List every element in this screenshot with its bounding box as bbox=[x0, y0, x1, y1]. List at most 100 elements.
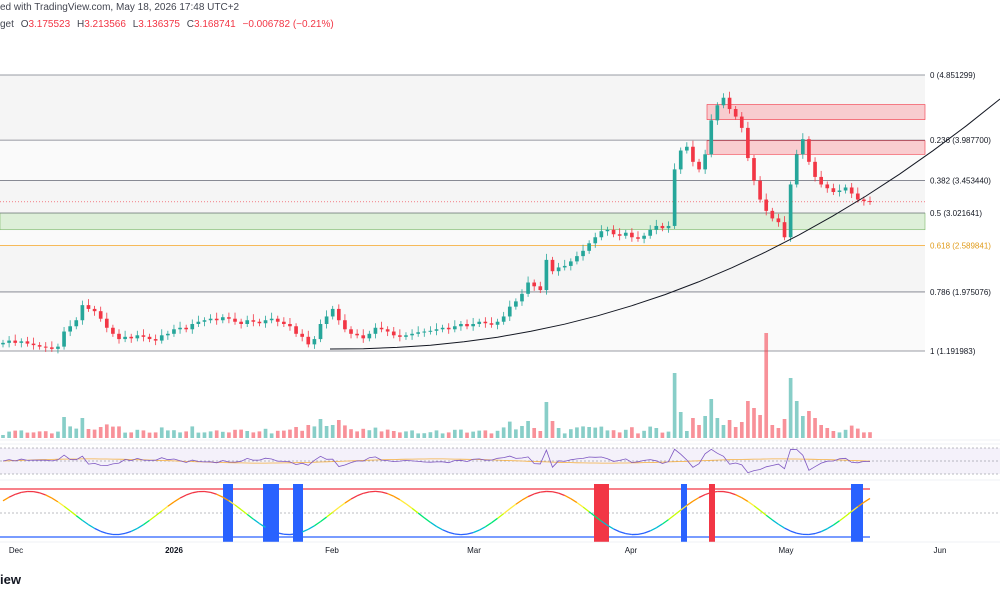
volume-bar bbox=[526, 421, 530, 438]
candle-body bbox=[623, 232, 628, 236]
osc-line-segment bbox=[851, 506, 859, 512]
volume-bar bbox=[62, 417, 66, 438]
volume-bar bbox=[446, 432, 451, 438]
volume-bar bbox=[715, 418, 720, 438]
volume-bar bbox=[7, 431, 11, 438]
osc-line-segment bbox=[832, 520, 840, 526]
osc-line-segment bbox=[430, 521, 437, 527]
volume-bar bbox=[581, 426, 585, 438]
candle-body bbox=[471, 323, 475, 327]
osc-line-segment bbox=[8, 493, 16, 498]
osc-line-segment bbox=[637, 532, 645, 535]
candle-body bbox=[300, 333, 305, 337]
osc-line-segment bbox=[210, 491, 217, 495]
volume-bar bbox=[208, 431, 213, 438]
osc-line-segment bbox=[503, 508, 511, 515]
volume-bar bbox=[727, 420, 732, 438]
osc-line-segment bbox=[692, 496, 700, 502]
supply-zone bbox=[706, 140, 926, 155]
candle-body bbox=[709, 120, 714, 155]
osc-line-segment bbox=[839, 515, 846, 522]
osc-line-segment bbox=[570, 498, 578, 504]
volume-bar bbox=[123, 432, 127, 438]
volume-bar bbox=[227, 432, 231, 438]
candle-body bbox=[13, 340, 18, 343]
osc-line-segment bbox=[808, 532, 816, 536]
candle-body bbox=[172, 329, 176, 334]
osc-line-segment bbox=[411, 507, 419, 514]
volume-bar bbox=[135, 429, 140, 438]
volume-bar bbox=[666, 431, 671, 438]
osc-line-segment bbox=[161, 505, 169, 512]
volume-bar bbox=[294, 427, 298, 438]
volume-bar bbox=[275, 430, 280, 438]
osc-line-segment bbox=[625, 533, 632, 536]
osc-line-segment bbox=[515, 499, 523, 505]
candle-body bbox=[739, 116, 744, 128]
osc-line-segment bbox=[448, 531, 455, 535]
candle-body bbox=[141, 335, 146, 337]
osc-line-segment bbox=[472, 529, 480, 534]
candle-body bbox=[336, 308, 341, 321]
volume-bar bbox=[336, 420, 341, 438]
volume-bar bbox=[355, 431, 359, 438]
chart-header: ed with TradingView.com, May 18, 2026 17… bbox=[0, 0, 1000, 34]
volume-bar bbox=[636, 433, 640, 438]
osc-line-segment bbox=[423, 517, 431, 523]
fib-band bbox=[0, 291, 925, 351]
volume-bar bbox=[605, 430, 610, 438]
volume-bar bbox=[721, 425, 726, 438]
fib-band bbox=[0, 245, 925, 292]
time-axis-label: Mar bbox=[467, 546, 481, 555]
osc-line-segment bbox=[576, 502, 584, 508]
candle-body bbox=[538, 286, 543, 291]
candle-body bbox=[98, 311, 103, 319]
osc-line-segment bbox=[863, 497, 871, 503]
osc-line-segment bbox=[228, 500, 236, 506]
fib-label-0.618: 0.618 (2.589841) bbox=[930, 242, 991, 251]
volume-bar bbox=[398, 432, 402, 438]
candle-body bbox=[868, 201, 872, 203]
candle-body bbox=[617, 234, 622, 236]
volume-bar bbox=[19, 430, 24, 438]
volume-bar bbox=[507, 421, 512, 438]
osc-line-segment bbox=[668, 514, 676, 521]
volume-bar bbox=[373, 427, 378, 438]
candle-body bbox=[532, 282, 537, 287]
candle-body bbox=[672, 169, 677, 226]
volume-bar bbox=[104, 424, 109, 438]
volume-bar bbox=[324, 426, 329, 438]
volume-bar bbox=[501, 427, 506, 438]
volume-bar bbox=[550, 421, 555, 438]
volume-bar bbox=[300, 430, 305, 438]
osc-line-segment bbox=[540, 490, 547, 493]
osc-line-segment bbox=[75, 515, 83, 521]
osc-line-segment bbox=[552, 491, 559, 494]
candle-body bbox=[501, 316, 506, 322]
candle-body bbox=[801, 139, 805, 155]
osc-line-segment bbox=[179, 494, 187, 499]
candle-body bbox=[520, 293, 524, 302]
osc-line-segment bbox=[350, 495, 358, 500]
candle-body bbox=[62, 331, 66, 347]
osc-line-segment bbox=[57, 501, 65, 507]
osc-line-segment bbox=[155, 510, 163, 517]
candle-body bbox=[318, 323, 323, 340]
volume-bar bbox=[129, 432, 134, 438]
volume-bar bbox=[776, 428, 781, 438]
volume-bar bbox=[514, 429, 518, 438]
close-label: C bbox=[186, 19, 194, 30]
volume-bar bbox=[251, 432, 256, 438]
volume-bar bbox=[153, 432, 158, 438]
candle-body bbox=[556, 267, 561, 272]
candle-body bbox=[92, 308, 97, 312]
candle-body bbox=[263, 320, 268, 324]
osc-line-segment bbox=[326, 511, 334, 518]
candle-body bbox=[202, 320, 207, 322]
candle-body bbox=[245, 320, 250, 324]
publish-info: ed with TradingView.com, May 18, 2026 17… bbox=[0, 2, 240, 13]
osc-line-segment bbox=[15, 491, 22, 495]
candle-body bbox=[849, 187, 854, 194]
osc-line-segment bbox=[484, 522, 492, 528]
